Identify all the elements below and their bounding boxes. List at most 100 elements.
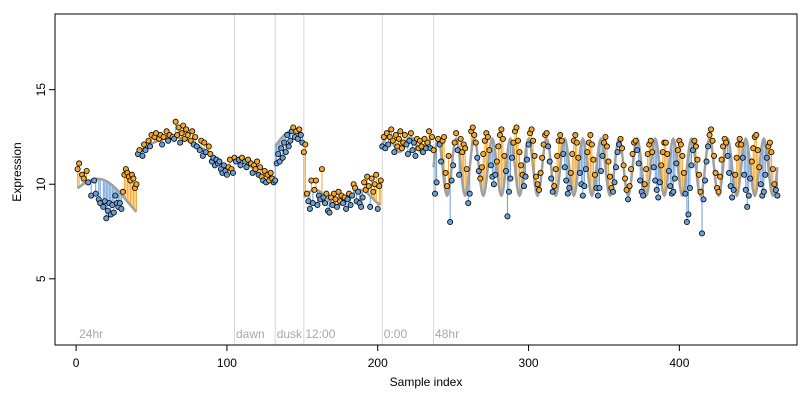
data-point-252 [481, 137, 488, 144]
data-point-69 [199, 152, 206, 159]
data-point-166 [352, 185, 359, 192]
data-point-189 [386, 133, 393, 140]
data-point-427 [745, 192, 752, 199]
data-point-59 [181, 135, 188, 142]
data-point-57 [178, 130, 185, 137]
data-point-158 [340, 200, 347, 207]
data-point-261 [495, 143, 502, 150]
data-point-73 [207, 150, 214, 157]
data-point-245 [471, 132, 478, 139]
data-point-5 [85, 179, 92, 186]
data-point-201 [404, 150, 411, 157]
plot-frame [54, 13, 798, 346]
data-point-350 [629, 150, 636, 157]
data-point-23 [118, 205, 125, 212]
data-point-35 [136, 147, 143, 154]
data-point-63 [189, 128, 196, 135]
data-point-48 [163, 128, 170, 135]
data-point-366 [653, 186, 660, 193]
data-point-412 [723, 139, 730, 146]
data-point-303 [558, 137, 565, 144]
data-point-115 [275, 150, 282, 157]
data-point-72 [205, 143, 212, 150]
data-point-118 [279, 154, 286, 161]
data-point-313 [573, 139, 580, 146]
data-point-178 [370, 188, 377, 195]
data-point-53 [172, 118, 179, 125]
data-point-219 [432, 190, 439, 197]
data-point-233 [453, 130, 460, 137]
data-point-4 [83, 167, 90, 174]
data-point-289 [537, 169, 544, 176]
data-point-18 [110, 209, 117, 216]
y-tick-label-1: 10 [34, 177, 48, 191]
data-point-236 [457, 135, 464, 142]
data-point-288 [536, 186, 543, 193]
data-point-287 [534, 181, 541, 188]
x-tick-label-0: 0 [73, 356, 80, 370]
data-point-415 [727, 183, 734, 190]
data-point-333 [603, 143, 610, 150]
data-point-7 [91, 177, 98, 184]
data-point-230 [448, 177, 455, 184]
data-point-96 [245, 156, 252, 163]
data-point-1 [76, 160, 83, 167]
data-point-363 [649, 149, 656, 156]
data-point-258 [490, 181, 497, 188]
data-point-196 [397, 128, 404, 135]
data-point-314 [575, 154, 582, 161]
data-point-400 [705, 143, 712, 150]
annotation-3: 12:00 [305, 327, 335, 341]
data-point-154 [334, 203, 341, 210]
data-point-438 [762, 171, 769, 178]
data-point-133 [302, 141, 309, 148]
data-point-66 [193, 143, 200, 150]
data-point-46 [159, 141, 166, 148]
data-point-382 [677, 141, 684, 148]
data-point-342 [617, 135, 624, 142]
data-point-329 [597, 167, 604, 174]
data-point-3 [80, 175, 87, 182]
data-point-299 [552, 166, 559, 173]
data-point-139 [311, 186, 318, 193]
data-point-123 [287, 137, 294, 144]
data-point-330 [599, 152, 606, 159]
data-point-129 [296, 126, 303, 133]
data-point-267 [504, 213, 511, 220]
data-point-132 [300, 149, 307, 156]
data-point-145 [320, 194, 327, 201]
data-point-384 [680, 169, 687, 176]
data-point-298 [551, 183, 558, 190]
data-point-239 [462, 145, 469, 152]
data-point-38 [142, 147, 149, 154]
data-point-36 [139, 152, 146, 159]
data-point-241 [465, 200, 472, 207]
data-point-442 [768, 149, 775, 156]
data-point-337 [610, 188, 617, 195]
data-point-116 [276, 158, 283, 165]
data-point-250 [478, 164, 485, 171]
data-point-274 [514, 137, 521, 144]
data-point-312 [572, 132, 579, 139]
data-point-349 [628, 166, 635, 173]
data-point-362 [647, 137, 654, 144]
data-point-403 [709, 137, 716, 144]
data-point-259 [492, 171, 499, 178]
data-point-434 [756, 164, 763, 171]
data-point-308 [566, 185, 573, 192]
data-point-364 [650, 164, 657, 171]
data-point-325 [591, 171, 598, 178]
data-point-249 [477, 175, 484, 182]
data-point-290 [539, 154, 546, 161]
data-point-347 [625, 196, 632, 203]
data-point-367 [655, 194, 662, 201]
data-point-368 [656, 179, 663, 186]
data-point-402 [708, 126, 715, 133]
data-point-229 [447, 219, 454, 226]
data-point-31 [130, 175, 137, 182]
data-point-391 [691, 137, 698, 144]
data-point-413 [724, 152, 731, 159]
data-point-386 [683, 219, 690, 226]
data-point-417 [730, 186, 737, 193]
data-point-407 [715, 188, 722, 195]
